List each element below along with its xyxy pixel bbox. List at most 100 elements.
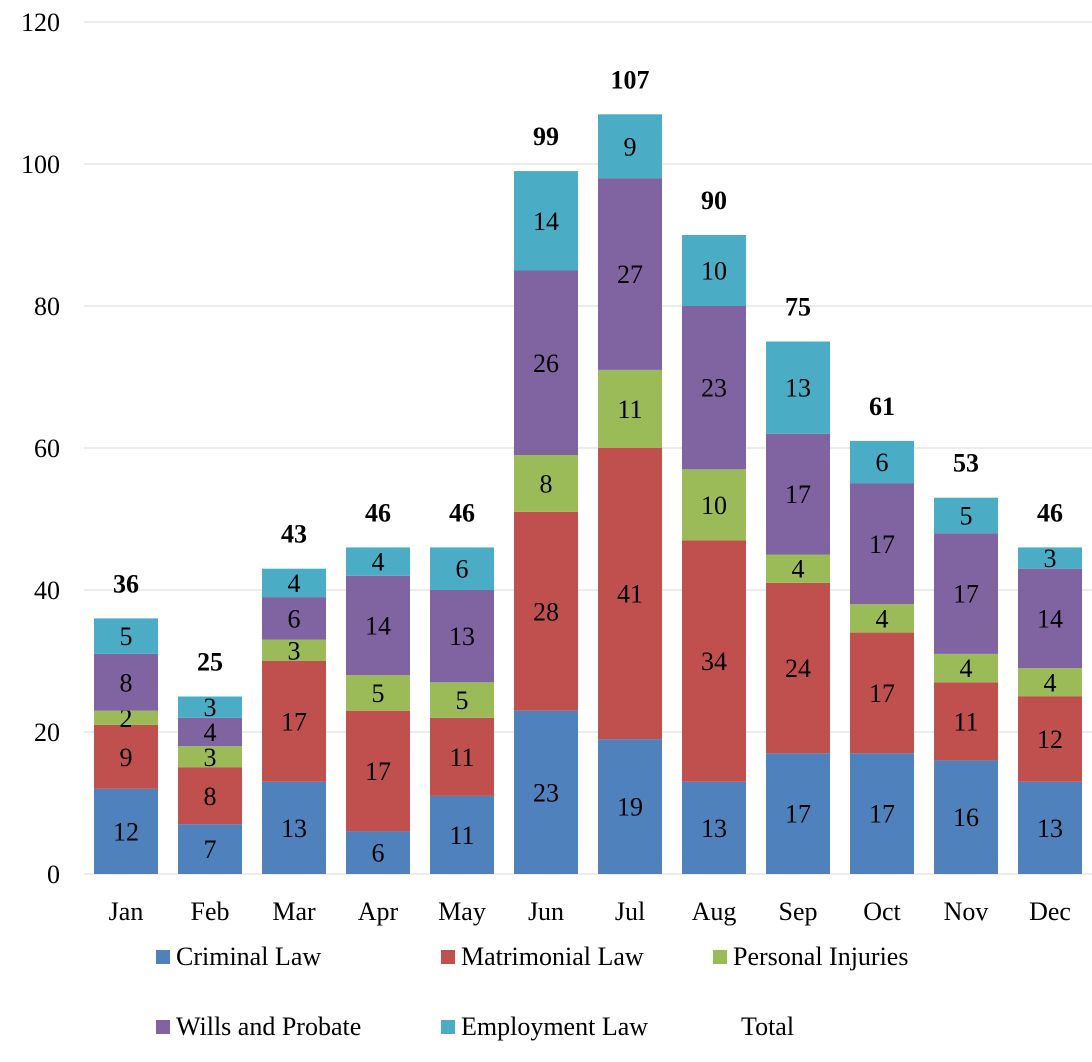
bar-segment [766, 341, 830, 434]
bar-segment [346, 710, 410, 832]
bar-segment [346, 547, 410, 576]
bar-segment [1018, 668, 1082, 697]
data-label: 10 [701, 491, 727, 520]
data-label: 13 [701, 814, 727, 843]
bar-segment [766, 582, 830, 754]
bar-segment [850, 632, 914, 754]
legend-swatch-wills-and-probate [156, 1020, 170, 1034]
bar-segment [934, 682, 998, 761]
bar-segment [430, 682, 494, 718]
x-tick-label: Nov [944, 897, 989, 926]
data-label: 6 [288, 604, 301, 633]
bar-segment [598, 178, 662, 370]
total-label: 36 [113, 569, 139, 598]
data-label: 26 [533, 349, 559, 378]
data-label: 6 [876, 448, 889, 477]
bar-segment [850, 604, 914, 633]
total-label: 46 [449, 498, 475, 527]
data-label: 4 [288, 569, 301, 598]
x-tick-label: Dec [1029, 897, 1071, 926]
data-label: 13 [1037, 814, 1063, 843]
data-label: 19 [617, 793, 643, 822]
data-label: 5 [456, 686, 469, 715]
x-tick-label: Jul [615, 897, 645, 926]
data-label: 12 [113, 817, 139, 846]
data-label: 13 [785, 374, 811, 403]
legend-item-criminal-law: Criminal Law [156, 937, 321, 977]
bar-segment [514, 511, 578, 711]
y-tick-label: 100 [21, 150, 60, 179]
data-label: 9 [624, 132, 637, 161]
bar-segment [934, 533, 998, 654]
data-label: 23 [533, 778, 559, 807]
data-label: 4 [876, 604, 889, 633]
bar-segment [766, 433, 830, 555]
bar-segment [598, 114, 662, 179]
bar-segment [346, 575, 410, 676]
data-label: 9 [120, 743, 133, 772]
data-label: 3 [204, 693, 217, 722]
bar-segment [598, 739, 662, 874]
data-label: 17 [869, 800, 895, 829]
data-label: 5 [960, 501, 973, 530]
total-label: 99 [533, 122, 559, 151]
legend-swatch-employment-law [441, 1020, 455, 1034]
data-label: 8 [204, 782, 217, 811]
bar-segment [514, 270, 578, 456]
data-label: 17 [953, 580, 979, 609]
x-tick-label: Feb [191, 897, 230, 926]
x-tick-label: Oct [863, 897, 901, 926]
bar-segment [346, 831, 410, 874]
legend-label-total: Total [741, 1012, 795, 1041]
y-tick-label: 60 [34, 434, 60, 463]
bar-segment [262, 597, 326, 640]
total-label: 90 [701, 186, 727, 215]
total-label: 46 [1037, 498, 1063, 527]
total-label: 75 [785, 293, 811, 322]
bar-segment [850, 753, 914, 874]
bar-segment [262, 639, 326, 661]
bar-segment [514, 455, 578, 512]
legend-item-employment-law: Employment Law [441, 1007, 648, 1047]
data-label: 11 [617, 395, 642, 424]
bar-segment [514, 710, 578, 874]
x-tick-label: May [438, 897, 486, 926]
bar-segment [262, 661, 326, 782]
data-label: 4 [204, 718, 217, 747]
legend-swatch-personal-injuries [713, 950, 727, 964]
data-label: 3 [204, 743, 217, 772]
data-label: 17 [785, 800, 811, 829]
total-label: 46 [365, 498, 391, 527]
data-label: 24 [785, 654, 811, 683]
x-tick-label: Jun [528, 897, 564, 926]
data-label: 8 [120, 668, 133, 697]
bar-segment [262, 568, 326, 598]
total-label: 43 [281, 520, 307, 549]
data-label: 12 [1037, 725, 1063, 754]
x-tick-label: Sep [779, 897, 818, 926]
data-label: 11 [449, 743, 474, 772]
data-label: 11 [449, 821, 474, 850]
bar-segment [766, 554, 830, 583]
bar-segment [934, 497, 998, 534]
data-label: 3 [288, 636, 301, 665]
bar-segment [346, 675, 410, 711]
bar-segment [178, 696, 242, 718]
x-tick-label: Aug [692, 897, 737, 926]
data-label: 13 [449, 622, 475, 651]
bar-segment [682, 306, 746, 470]
y-tick-label: 0 [47, 860, 60, 889]
legend-item-wills-and-probate: Wills and Probate [156, 1007, 361, 1047]
data-label: 17 [281, 707, 307, 736]
bar-segment [430, 547, 494, 590]
data-label: 2 [120, 704, 133, 733]
bar-segment [1018, 781, 1082, 874]
bar-segment [1018, 696, 1082, 782]
legend-swatch-criminal-law [156, 950, 170, 964]
legend-label-wills-and-probate: Wills and Probate [176, 1012, 362, 1041]
data-label: 4 [1044, 668, 1057, 697]
x-tick-label: Apr [358, 897, 399, 926]
bar-segment [514, 171, 578, 271]
y-tick-label: 120 [21, 8, 60, 37]
